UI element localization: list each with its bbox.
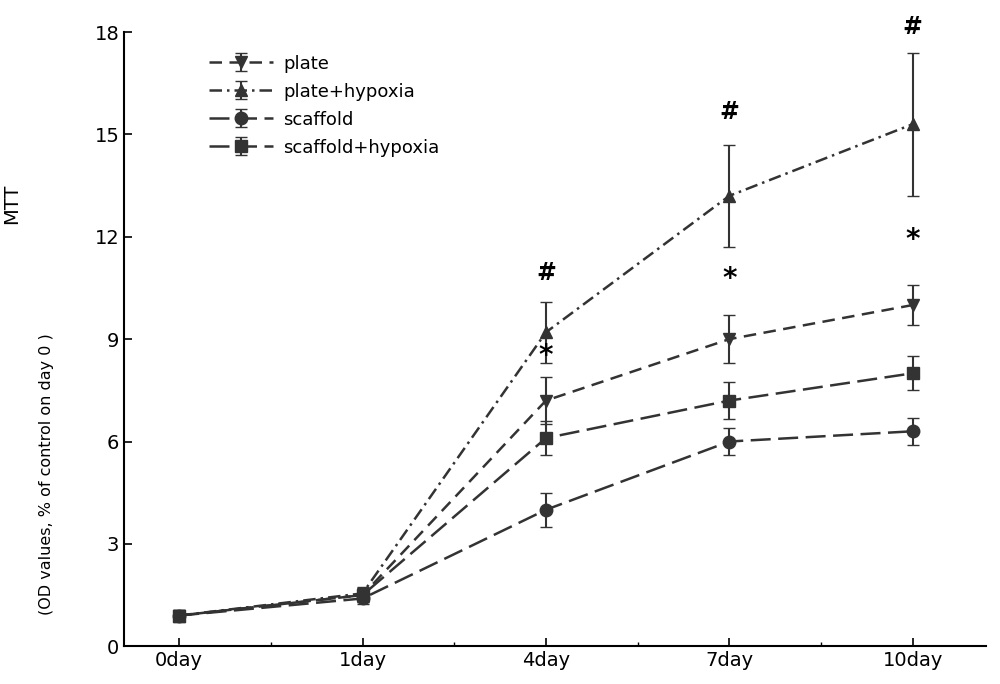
Legend: plate, plate+hypoxia, scaffold, scaffold+hypoxia: plate, plate+hypoxia, scaffold, scaffold… — [202, 47, 447, 164]
Text: *: * — [722, 265, 737, 293]
Text: MTT: MTT — [3, 184, 22, 224]
Text: #: # — [719, 100, 739, 124]
Text: *: * — [906, 226, 920, 254]
Text: #: # — [536, 261, 556, 285]
Text: #: # — [903, 15, 923, 39]
Text: (OD values, % of control on day 0 ): (OD values, % of control on day 0 ) — [39, 333, 54, 615]
Text: *: * — [539, 342, 553, 370]
